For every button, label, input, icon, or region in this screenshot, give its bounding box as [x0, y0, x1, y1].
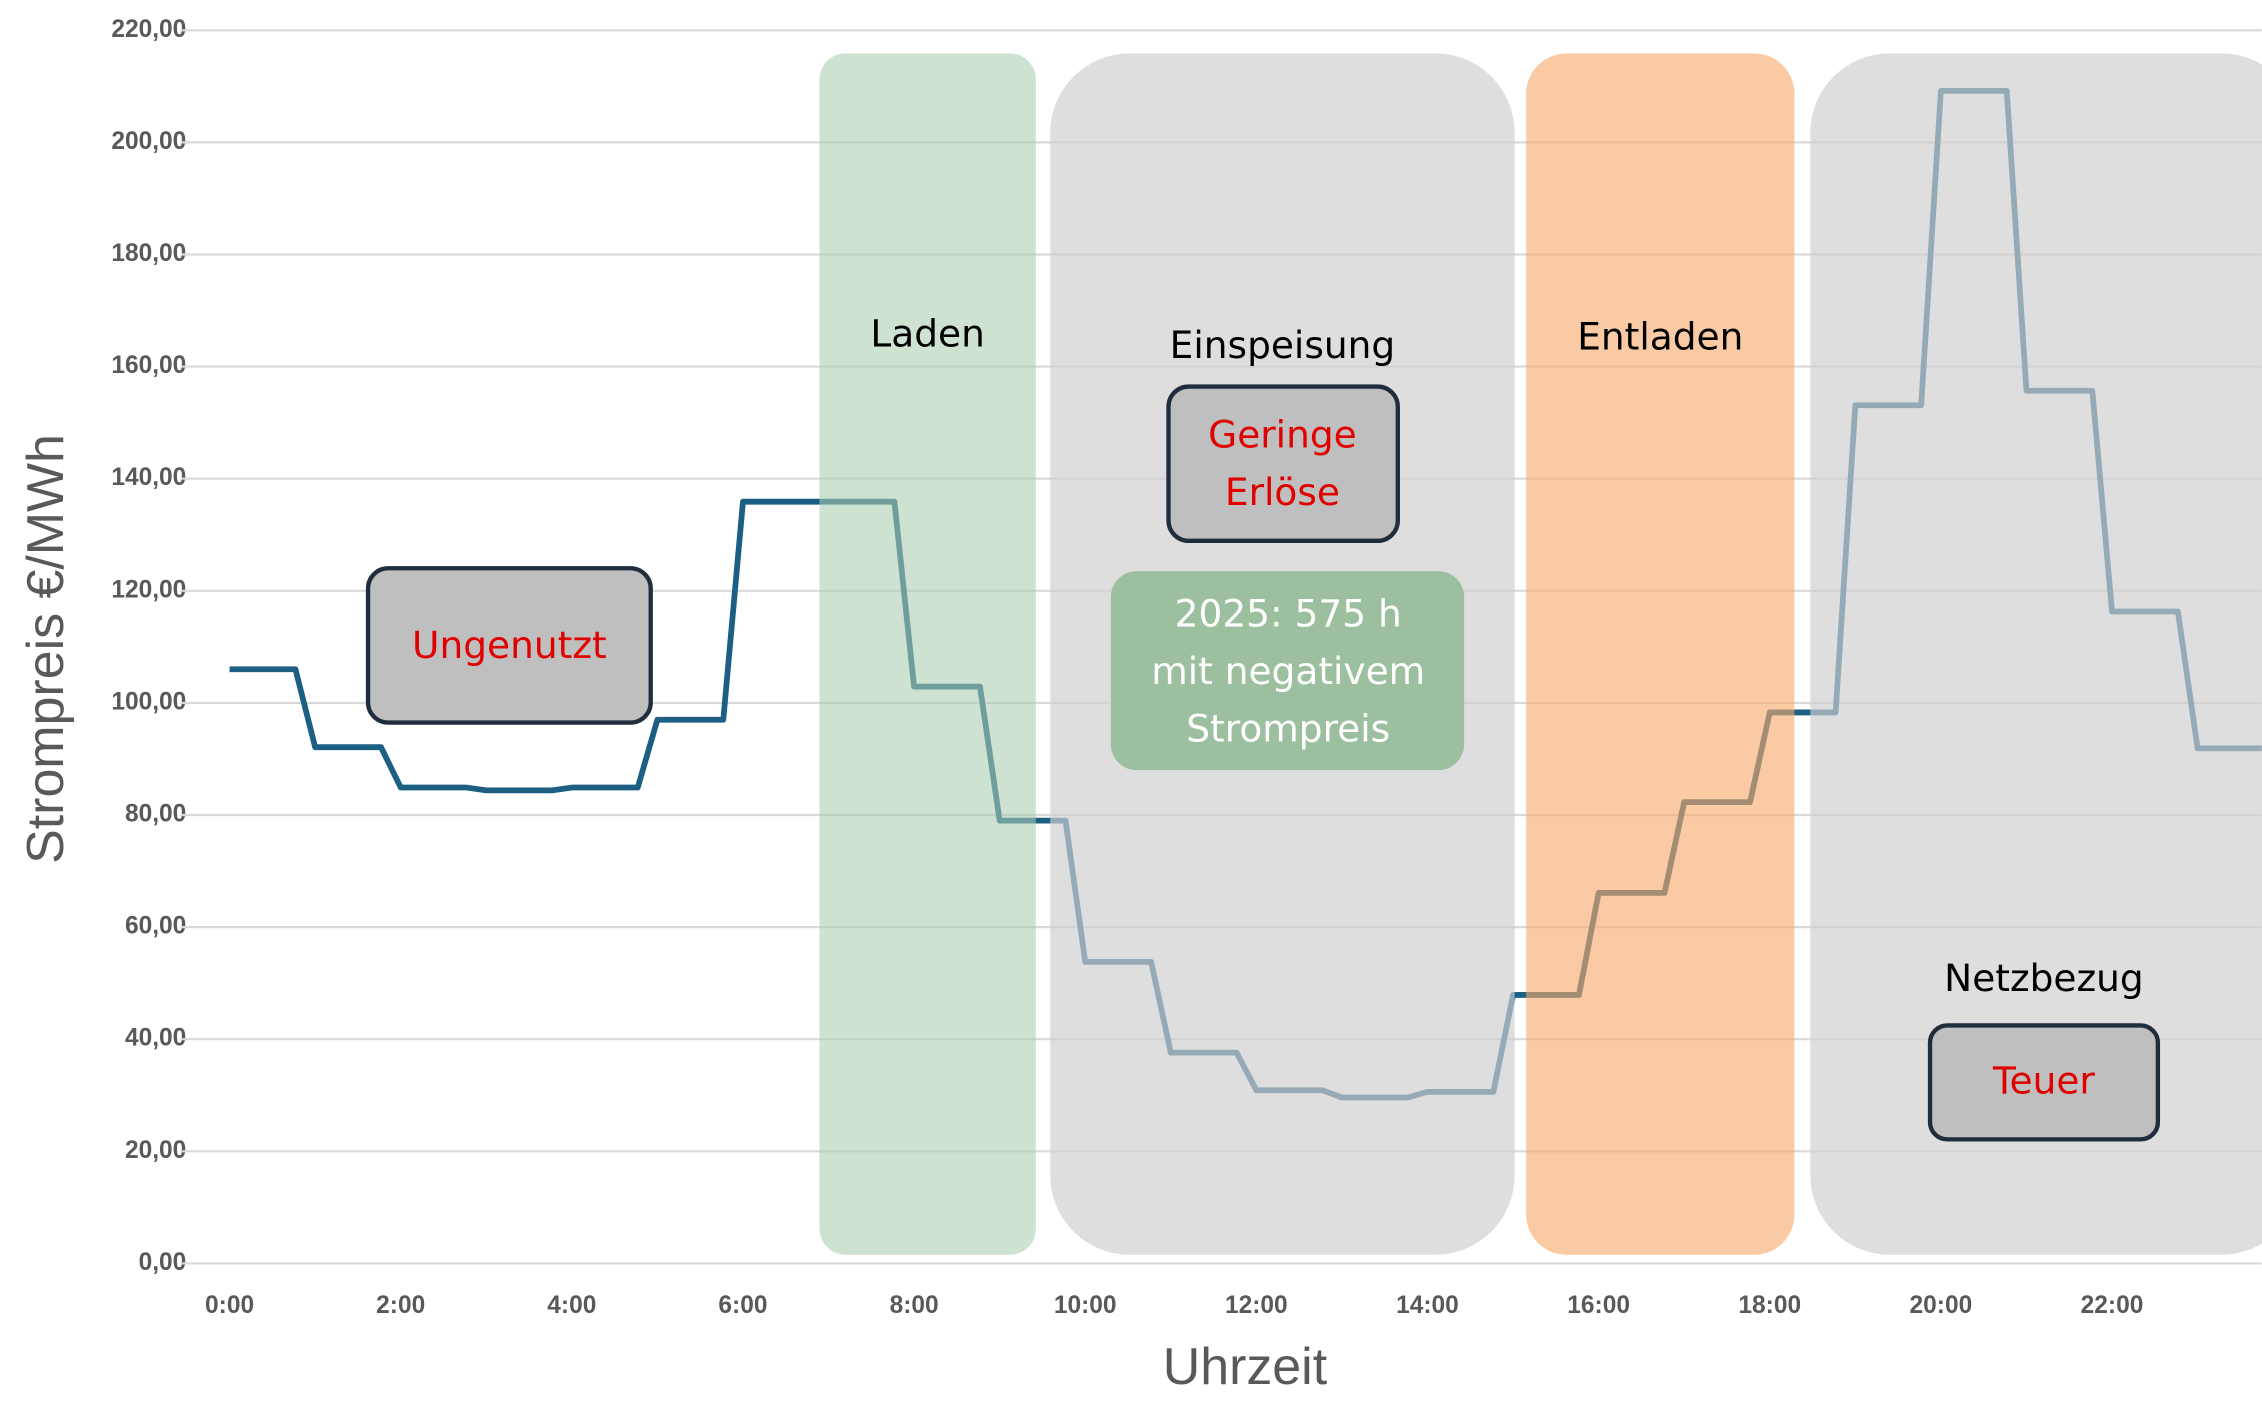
- label-laden: Laden: [870, 312, 984, 356]
- text-erloese: Geringe: [1208, 413, 1357, 457]
- label-einspeisung: Einspeisung: [1170, 323, 1396, 367]
- x-tick-label: 4:00: [547, 1292, 596, 1319]
- band-netzbezug: [1810, 53, 2262, 1255]
- text-negativ: mit negativem: [1151, 649, 1425, 693]
- y-tick-label: 100,00: [111, 688, 186, 715]
- y-tick-label: 160,00: [111, 352, 186, 379]
- x-axis-title: Uhrzeit: [1163, 1338, 1328, 1396]
- x-tick-label: 20:00: [1910, 1292, 1973, 1319]
- y-tick-label: 180,00: [111, 240, 186, 267]
- band-entladen: [1526, 53, 1795, 1255]
- y-tick-label: 200,00: [111, 128, 186, 155]
- x-tick-label: 12:00: [1225, 1292, 1288, 1319]
- y-tick-label: 140,00: [111, 464, 186, 491]
- x-tick-label: 0:00: [205, 1292, 254, 1319]
- y-tick-label: 220,00: [111, 16, 186, 43]
- x-tick-label: 10:00: [1054, 1292, 1117, 1319]
- x-tick-label: 16:00: [1567, 1292, 1630, 1319]
- y-axis-title: Strompreis €/MWh: [17, 434, 75, 864]
- text-negativ: 2025: 575 h: [1175, 591, 1402, 635]
- grid: 0,00 20,00 40,00 60,00 80,00 100,00 120,00 140,…: [111, 16, 2262, 1319]
- text-ungenutzt: Ungenutzt: [412, 623, 607, 667]
- y-tick-label: 80,00: [125, 800, 186, 827]
- y-tick-label: 0,00: [139, 1249, 187, 1276]
- label-entladen: Entladen: [1577, 314, 1743, 358]
- text-erloese: Erlöse: [1225, 470, 1340, 514]
- y-tick-label: 60,00: [125, 913, 186, 940]
- box-teuer: [1927, 1023, 2161, 1142]
- x-tick-label: 8:00: [890, 1292, 939, 1319]
- box-erloese: [1166, 384, 1400, 544]
- y-tick-label: 40,00: [125, 1025, 186, 1052]
- y-tick-label: 20,00: [125, 1137, 186, 1164]
- x-tick-label: 2:00: [376, 1292, 425, 1319]
- band-laden: [819, 53, 1036, 1255]
- x-tick-label: 18:00: [1738, 1292, 1801, 1319]
- text-negativ: Strompreis: [1186, 707, 1390, 751]
- x-tick-label: 14:00: [1396, 1292, 1459, 1319]
- y-tick-label: 120,00: [111, 576, 186, 603]
- label-netzbezug: Netzbezug: [1944, 956, 2144, 1000]
- box-ungenutzt: [365, 566, 653, 725]
- box-negativ: [1110, 571, 1465, 771]
- text-teuer: Teuer: [1992, 1059, 2095, 1103]
- x-tick-label: 6:00: [718, 1292, 767, 1319]
- x-tick-label: 22:00: [2081, 1292, 2144, 1319]
